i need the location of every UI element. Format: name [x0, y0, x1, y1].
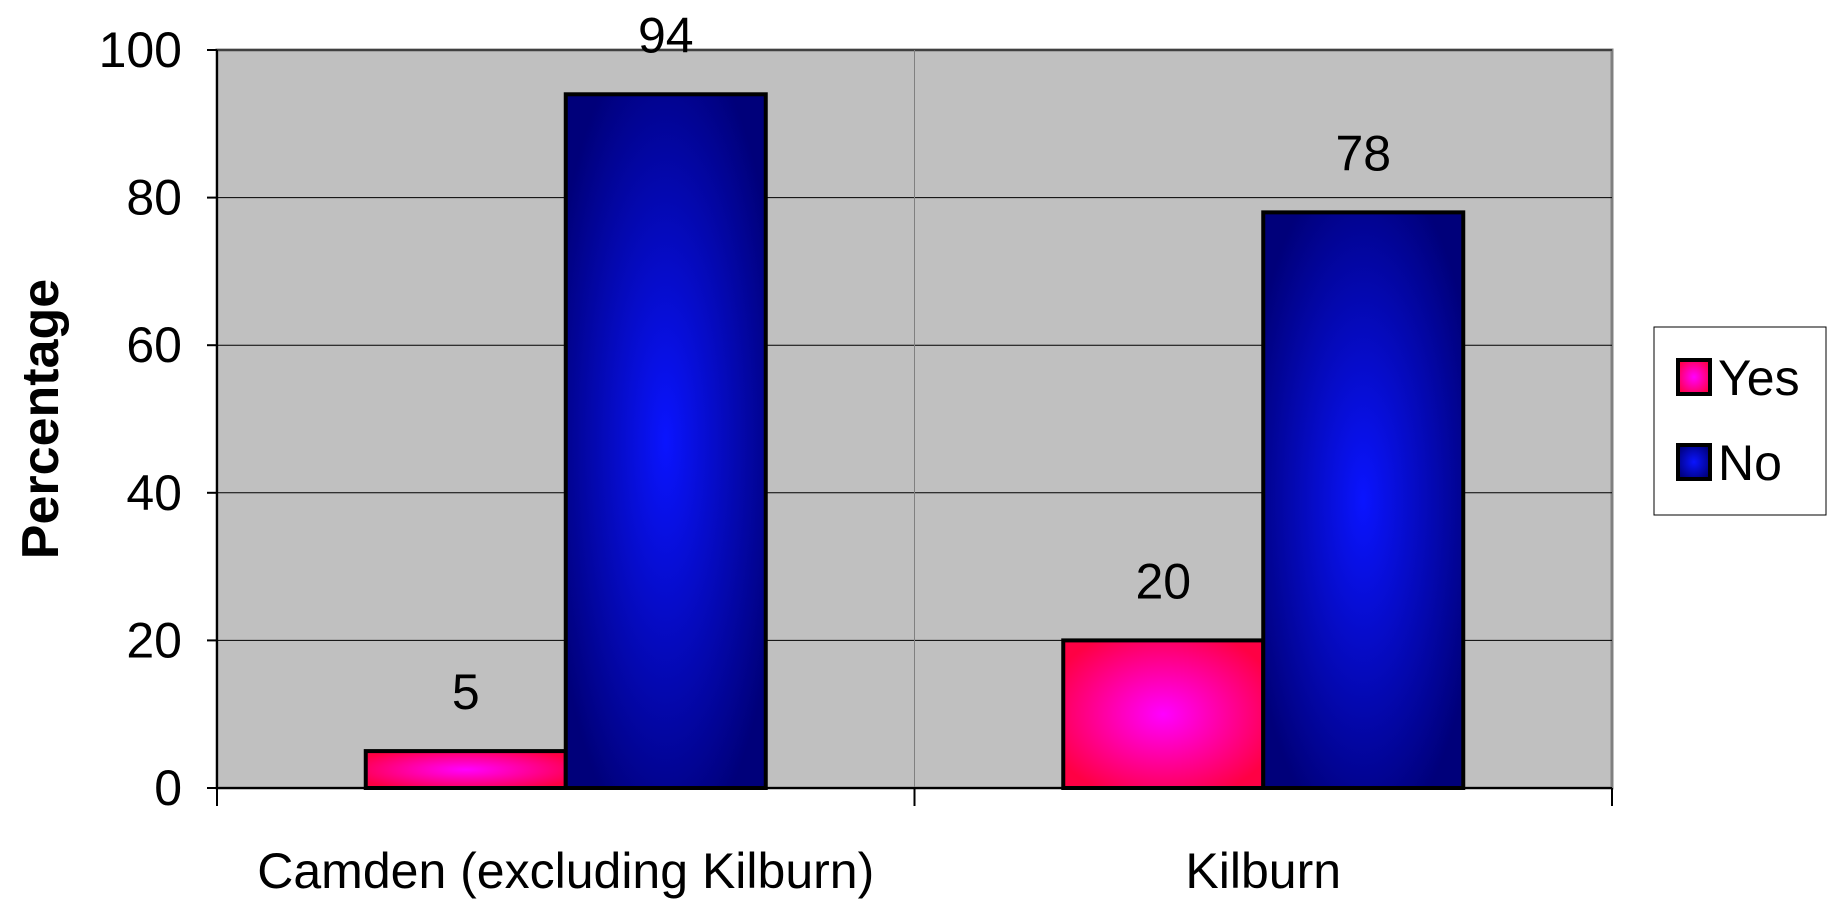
y-tick-label: 60	[126, 317, 182, 373]
x-tick-label: Kilburn	[1185, 843, 1341, 899]
x-tick-label: Camden (excluding Kilburn)	[257, 843, 874, 899]
legend-swatch-no	[1676, 443, 1712, 481]
data-label: 94	[638, 7, 694, 63]
bar-yes	[1061, 638, 1266, 791]
legend-label-yes: Yes	[1718, 350, 1800, 406]
legend-label-no: No	[1718, 435, 1782, 491]
y-tick-label: 100	[99, 22, 182, 78]
bar-no	[1261, 210, 1466, 791]
y-tick-label: 40	[126, 465, 182, 521]
bar-yes	[363, 749, 568, 790]
data-label: 78	[1335, 125, 1391, 181]
data-label: 5	[452, 664, 480, 720]
data-label: 20	[1135, 553, 1191, 609]
y-tick-label: 20	[126, 612, 182, 668]
y-tick-label: 80	[126, 170, 182, 226]
bar-no	[563, 92, 768, 790]
legend-swatch-yes	[1676, 358, 1712, 396]
y-axis-title: Percentage	[12, 279, 70, 559]
y-tick-label: 0	[154, 760, 182, 816]
